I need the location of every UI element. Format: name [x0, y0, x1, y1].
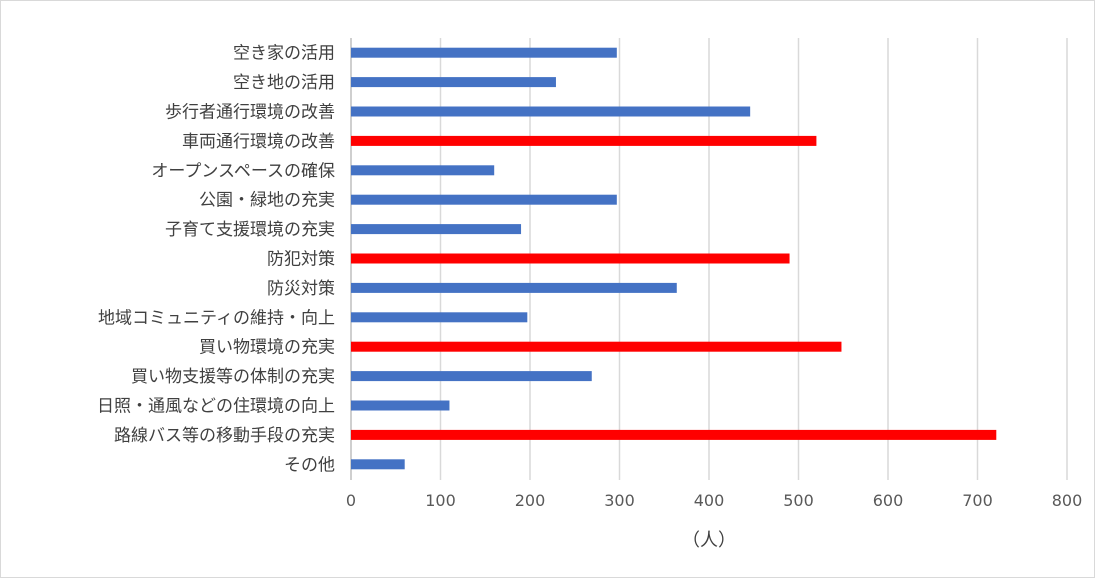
category-labels: 空き家の活用空き地の活用歩行者通行環境の改善車両通行環境の改善オープンスペースの… — [97, 44, 335, 476]
bar — [351, 371, 592, 382]
x-tick-label: 800 — [1052, 491, 1083, 510]
x-tick-label: 200 — [515, 491, 546, 510]
category-label: 歩行者通行環境の改善 — [165, 103, 335, 123]
bar — [351, 77, 556, 88]
x-tick-label: 400 — [694, 491, 725, 510]
x-axis-title: （人） — [682, 530, 736, 551]
bar — [351, 400, 450, 411]
bar — [351, 47, 617, 58]
bar — [351, 459, 405, 470]
category-label: 日照・通風などの住環境の向上 — [97, 397, 335, 417]
bar — [351, 106, 751, 117]
bar — [351, 253, 790, 264]
bar — [351, 194, 617, 205]
x-tick-label: 700 — [962, 491, 993, 510]
bars — [351, 47, 997, 470]
category-label: 子育て支援環境の充実 — [165, 220, 335, 240]
x-tick-labels: 0 100 200 300 400 500 600 700 800 — [346, 491, 1082, 510]
category-label: オープンスペースの確保 — [151, 161, 335, 181]
bar — [351, 224, 522, 235]
category-label: 公園・緑地の充実 — [199, 191, 335, 211]
category-label: 買い物支援等の体制の充実 — [131, 367, 335, 387]
bar — [351, 135, 817, 146]
bar — [351, 429, 997, 440]
category-label: 空き地の活用 — [233, 73, 335, 93]
category-label: 防災対策 — [267, 279, 335, 299]
x-tick-label: 600 — [873, 491, 904, 510]
x-tick-label: 300 — [604, 491, 635, 510]
bar — [351, 341, 842, 352]
bar — [351, 165, 495, 176]
category-label: 買い物環境の充実 — [199, 338, 335, 358]
category-label: 車両通行環境の改善 — [182, 132, 335, 152]
category-label: その他 — [284, 455, 335, 475]
category-label: 路線バス等の移動手段の充実 — [114, 426, 335, 446]
bar — [351, 312, 528, 323]
x-tick-label: 500 — [783, 491, 814, 510]
category-label: 地域コミュニティの維持・向上 — [98, 308, 335, 328]
x-tick-label: 100 — [425, 491, 456, 510]
category-label: 空き家の活用 — [233, 44, 335, 64]
category-label: 防犯対策 — [267, 250, 335, 270]
x-tick-label: 0 — [346, 491, 356, 510]
bar — [351, 282, 677, 293]
